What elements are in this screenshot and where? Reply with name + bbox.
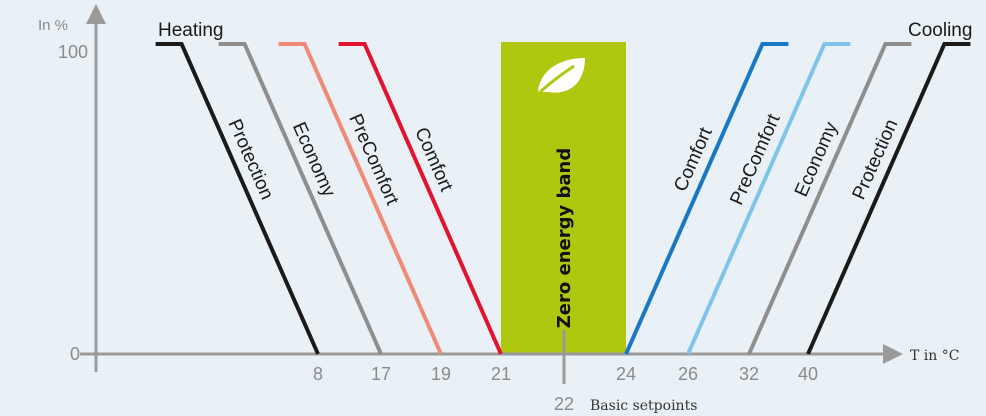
y-axis-arrow bbox=[86, 4, 106, 24]
x-tick-label: 8 bbox=[313, 364, 323, 384]
series-label: PreComfort bbox=[344, 111, 403, 209]
x-tick-label: 40 bbox=[798, 364, 818, 384]
series-line bbox=[806, 42, 971, 355]
heating-label: Heating bbox=[158, 20, 224, 41]
x-tick-label: 21 bbox=[491, 364, 511, 384]
y-axis-title: In % bbox=[38, 17, 68, 34]
x-tick-label: 17 bbox=[371, 364, 391, 384]
series-line bbox=[218, 42, 383, 355]
cooling-label: Cooling bbox=[908, 20, 972, 41]
series-line bbox=[155, 42, 320, 355]
series-group bbox=[155, 42, 971, 355]
zero-energy-band bbox=[501, 42, 626, 354]
series-line bbox=[747, 42, 912, 355]
x-tick-label: 24 bbox=[616, 364, 636, 384]
series-line bbox=[338, 42, 503, 355]
y-tick-label: 100 bbox=[58, 42, 88, 62]
series-line bbox=[686, 42, 851, 355]
series-label: PreComfort bbox=[726, 110, 785, 208]
series-line bbox=[624, 42, 789, 355]
y-tick-label: 0 bbox=[70, 344, 80, 364]
x-tick-label: 32 bbox=[739, 364, 759, 384]
series-line bbox=[278, 42, 443, 355]
zero-energy-band-label: Zero energy band bbox=[554, 148, 575, 329]
leaf-icon bbox=[534, 58, 585, 98]
x-tick-label: 19 bbox=[431, 364, 451, 384]
basic-setpoint-label: Basic setpoints bbox=[590, 398, 697, 414]
basic-setpoint-value: 22 bbox=[554, 394, 574, 414]
x-axis-title: T in °C bbox=[910, 348, 959, 364]
x-tick-group: 8 17 19 21 24 26 32 40 bbox=[313, 364, 818, 384]
x-axis-arrow bbox=[883, 344, 903, 364]
x-tick-label: 26 bbox=[678, 364, 698, 384]
